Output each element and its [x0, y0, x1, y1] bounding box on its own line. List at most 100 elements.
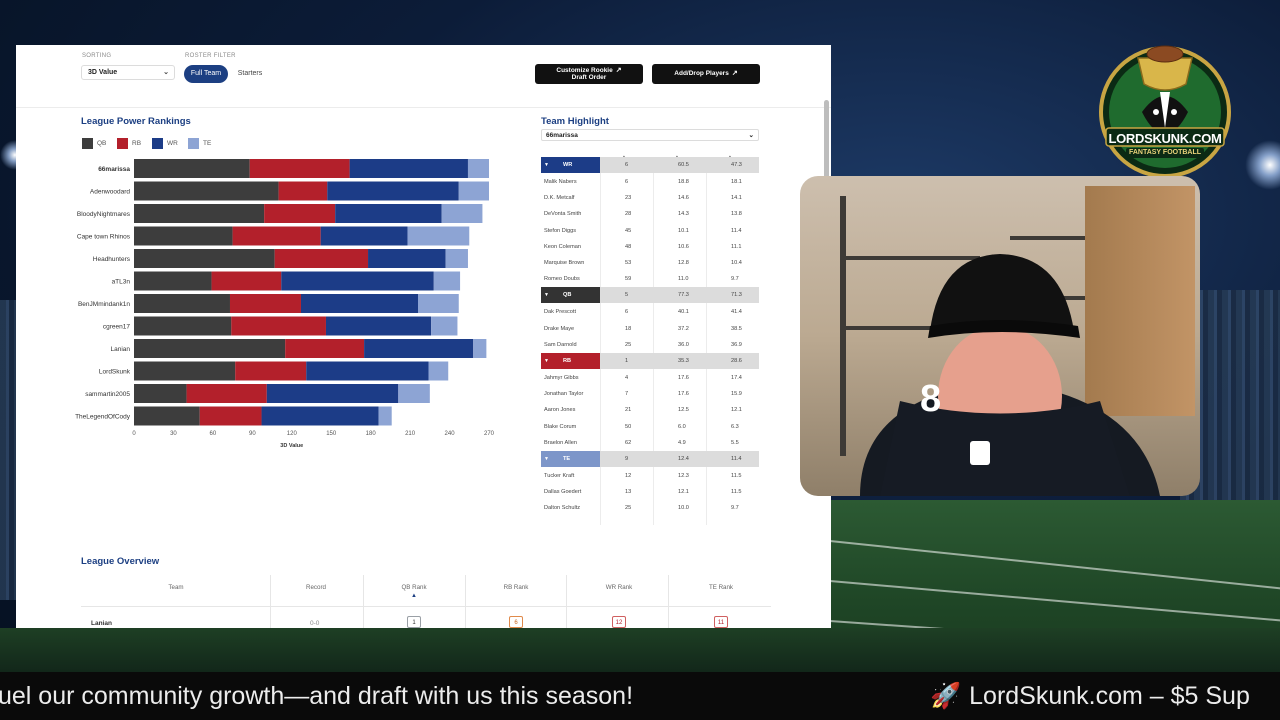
shelf: [1010, 236, 1090, 240]
player-stat: 12.1: [678, 489, 689, 496]
player-row[interactable]: Blake Corum 50 6.0 6.3: [541, 419, 759, 435]
bar-segment-rb[interactable]: [278, 181, 328, 201]
bar-segment-te[interactable]: [433, 271, 461, 291]
bar-segment-rb[interactable]: [229, 294, 301, 313]
bar-segment-wr[interactable]: [261, 406, 379, 426]
bar-segment-te[interactable]: [467, 159, 489, 178]
sorting-select[interactable]: 3D Value ⌄: [81, 65, 175, 80]
position-group-wr[interactable]: ▼ WR 6 60.5 47.3: [541, 157, 759, 173]
player-stat: 23: [625, 195, 632, 202]
chevron-down-icon: ▼: [544, 456, 549, 462]
bar-segment-qb[interactable]: [134, 249, 275, 268]
wr-rank-badge: 12: [612, 616, 626, 628]
rb-rank-badge: 6: [509, 616, 523, 628]
bar-segment-te[interactable]: [441, 204, 483, 223]
bar-segment-qb[interactable]: [134, 159, 250, 178]
player-name: Dak Prescott: [544, 309, 577, 316]
bar-segment-rb[interactable]: [186, 384, 267, 403]
bar-segment-rb[interactable]: [249, 159, 350, 178]
player-row[interactable]: Jahmyr Gibbs 4 17.6 17.4: [541, 370, 759, 386]
bar-segment-rb[interactable]: [199, 406, 262, 426]
overview-header-wr-rank[interactable]: WR Rank: [605, 584, 633, 591]
overview-header-team[interactable]: Team: [168, 584, 184, 591]
bar-segment-qb[interactable]: [134, 294, 230, 313]
player-name: D.K. Metcalf: [544, 195, 575, 202]
group-stat: 35.3: [678, 358, 689, 364]
bar-segment-rb[interactable]: [211, 271, 282, 291]
player-stat: 11.5: [731, 489, 742, 496]
bar-segment-qb[interactable]: [134, 204, 265, 223]
player-stat: 18.8: [678, 179, 689, 185]
bar-segment-rb[interactable]: [235, 361, 307, 381]
bar-segment-wr[interactable]: [320, 226, 408, 246]
position-group-qb[interactable]: ▼ QB 5 77.3 71.3: [541, 287, 759, 304]
rocket-icon: 🚀: [930, 682, 962, 710]
bar-segment-wr[interactable]: [349, 159, 468, 178]
bar-segment-wr[interactable]: [306, 361, 429, 381]
bar-segment-wr[interactable]: [300, 294, 418, 313]
bar-segment-qb[interactable]: [134, 181, 279, 201]
bar-segment-qb[interactable]: [134, 316, 232, 336]
overview-header-te-rank[interactable]: TE Rank: [708, 584, 734, 591]
bar-segment-rb[interactable]: [264, 204, 336, 223]
full-team-button[interactable]: Full Team: [184, 65, 228, 83]
player-row[interactable]: Braelon Allen 62 4.9 5.5: [541, 435, 759, 451]
starters-button[interactable]: Starters: [237, 70, 263, 77]
player-row[interactable]: Marquise Brown 53 12.8 10.4: [541, 255, 759, 271]
bar-segment-te[interactable]: [407, 226, 470, 246]
overview-header-qb-rank[interactable]: QB Rank: [401, 584, 427, 591]
x-tick-label: 150: [326, 431, 337, 437]
player-row[interactable]: Jonathan Taylor 7 17.6 15.9: [541, 386, 759, 402]
position-group-te[interactable]: ▼ TE 9 12.4 11.4: [541, 451, 759, 467]
bar-segment-te[interactable]: [418, 294, 459, 313]
bar-segment-qb[interactable]: [134, 271, 212, 291]
player-row[interactable]: Drake Maye 18 37.2 38.5: [541, 321, 759, 337]
bar-segment-qb[interactable]: [134, 339, 286, 358]
overview-header-record[interactable]: Record: [306, 584, 326, 591]
player-row[interactable]: Tucker Kraft 12 12.3 11.5: [541, 468, 759, 484]
player-row[interactable]: Sam Darnold 25 36.0 36.9: [541, 337, 759, 353]
bar-segment-rb[interactable]: [231, 316, 326, 336]
player-row[interactable]: D.K. Metcalf 23 14.6 14.1: [541, 190, 759, 206]
player-row[interactable]: Dallas Goedert 13 12.1 11.5: [541, 484, 759, 500]
player-row[interactable]: Dak Prescott 6 40.1 41.4: [541, 304, 759, 320]
team-select[interactable]: 66marissa ⌄: [541, 129, 759, 141]
customize-rookie-draft-order-button[interactable]: Customize Rookie ↗ Draft Order: [535, 64, 643, 84]
bar-segment-qb[interactable]: [134, 361, 236, 381]
bar-segment-te[interactable]: [431, 316, 458, 336]
position-tag: ▼ TE: [541, 451, 600, 467]
player-row[interactable]: Stefon Diggs 45 10.1 11.4: [541, 223, 759, 239]
bar-segment-wr[interactable]: [327, 181, 459, 201]
bar-segment-qb[interactable]: [134, 384, 187, 403]
bar-segment-wr[interactable]: [266, 384, 399, 403]
bar-segment-qb[interactable]: [134, 226, 233, 246]
overview-header-rb-rank[interactable]: RB Rank: [503, 584, 529, 591]
bar-segment-rb[interactable]: [274, 249, 369, 268]
bar-segment-te[interactable]: [473, 339, 487, 358]
bar-segment-te[interactable]: [398, 384, 430, 403]
col-divider: [706, 157, 707, 525]
bar-segment-wr[interactable]: [281, 271, 434, 291]
position-tag: ▼ WR: [541, 157, 600, 173]
bar-segment-wr[interactable]: [368, 249, 446, 268]
bar-segment-rb[interactable]: [285, 339, 365, 358]
bar-segment-wr[interactable]: [335, 204, 442, 223]
player-row[interactable]: Dalton Schultz 25 10.0 9.7: [541, 500, 759, 516]
bar-segment-rb[interactable]: [232, 226, 321, 246]
bar-segment-wr[interactable]: [325, 316, 432, 336]
player-row[interactable]: DeVonta Smith 28 14.3 13.8: [541, 206, 759, 222]
player-row[interactable]: Aaron Jones 21 12.5 12.1: [541, 402, 759, 418]
position-group-rb[interactable]: ▼ RB 1 35.3 28.6: [541, 353, 759, 369]
add-drop-players-button[interactable]: Add/Drop Players ↗: [652, 64, 760, 84]
player-row[interactable]: Keon Coleman 48 10.6 11.1: [541, 239, 759, 255]
bar-segment-te[interactable]: [458, 181, 489, 201]
player-name: DeVonta Smith: [544, 211, 582, 218]
bar-segment-te[interactable]: [378, 406, 392, 426]
player-row[interactable]: Malik Nabers 6 18.8 18.1: [541, 174, 759, 190]
bar-segment-wr[interactable]: [364, 339, 474, 358]
bar-segment-te[interactable]: [445, 249, 468, 268]
player-row[interactable]: Romeo Doubs 59 11.0 9.7: [541, 271, 759, 287]
player-stat: 36.0: [678, 341, 689, 348]
bar-segment-qb[interactable]: [134, 406, 200, 426]
bar-segment-te[interactable]: [428, 361, 449, 381]
